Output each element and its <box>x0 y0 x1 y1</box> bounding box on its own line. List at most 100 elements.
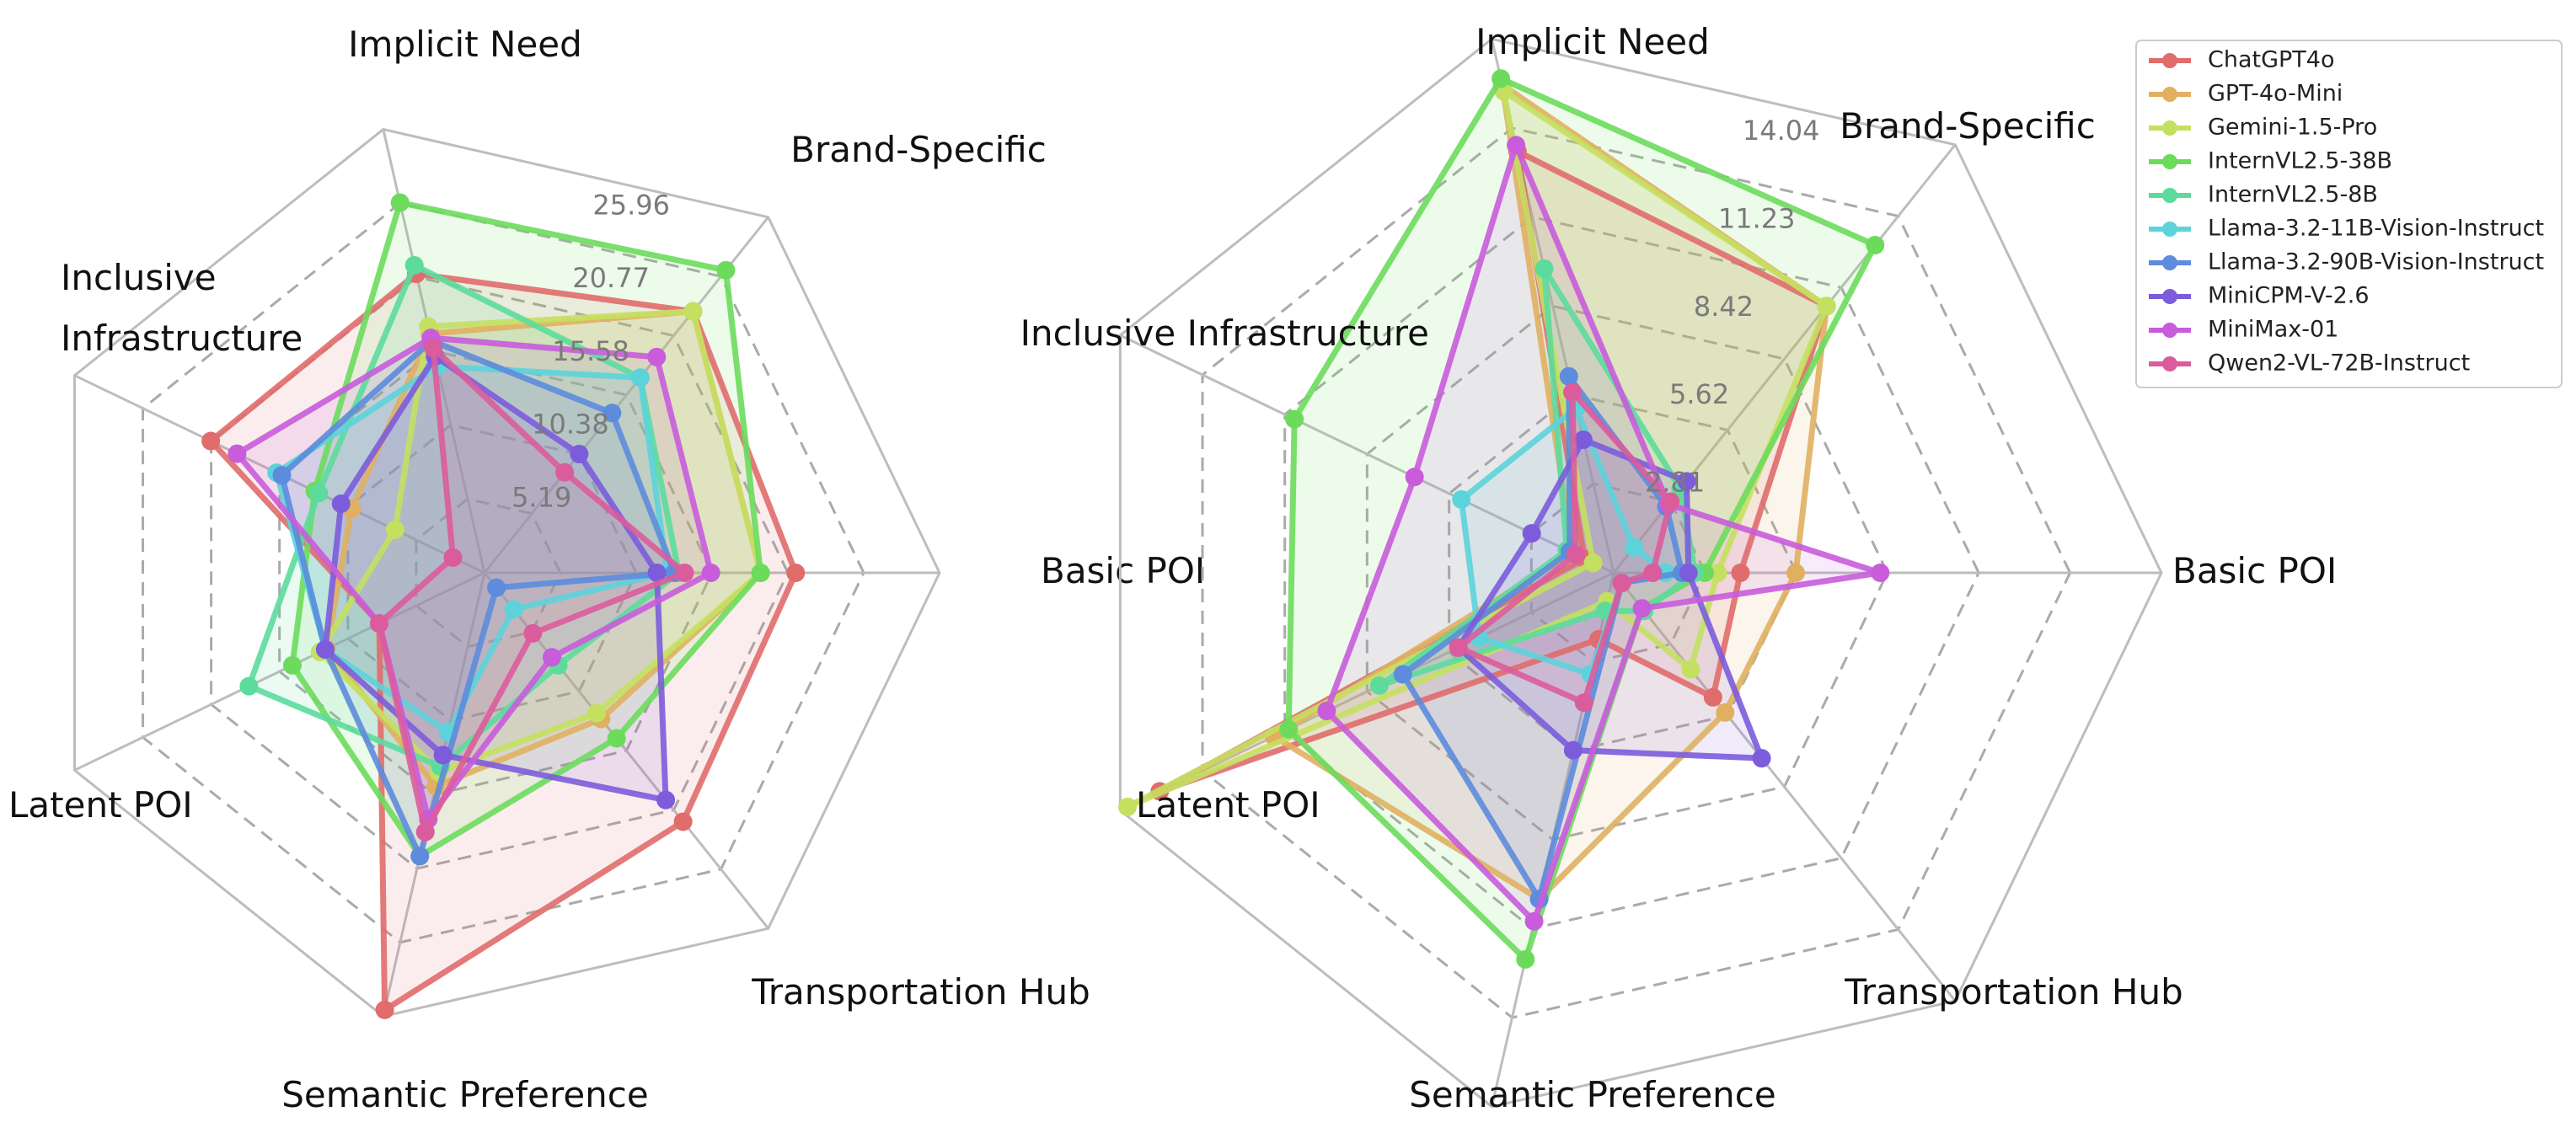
data-point <box>228 444 247 463</box>
grid-ring <box>1365 304 1889 842</box>
series-line <box>233 334 715 822</box>
data-point <box>201 431 221 451</box>
axis-labels: Basic POI Brand-Specific Implicit Need Incl… <box>1020 21 2338 1115</box>
series-line <box>245 262 683 770</box>
legend-entry-internvl2-5-8b: InternVL2.5-8B <box>2149 182 2378 208</box>
data-point <box>1516 949 1535 969</box>
tick-label: 2.81 <box>1645 467 1705 499</box>
data-point <box>1817 297 1836 316</box>
data-point <box>1681 660 1700 679</box>
data-point <box>390 193 410 212</box>
data-point <box>683 302 703 321</box>
series-area-gemini-1-5-pro <box>1127 91 1827 807</box>
grid-ring <box>1283 216 1980 930</box>
axis-label-transportation-hub: Transportation Hub <box>1844 971 2182 1013</box>
legend-marker <box>2162 188 2177 203</box>
data-point <box>1563 740 1583 760</box>
tick-label: 25.96 <box>592 189 670 221</box>
legend-marker <box>2162 154 2177 169</box>
legend-marker <box>2162 120 2177 136</box>
data-point <box>675 564 694 582</box>
data-point <box>1452 489 1471 509</box>
data-point <box>239 676 259 696</box>
series-minicpm-v-2-6 <box>316 347 676 810</box>
axis-label-latent-poi: Latent POI <box>8 784 193 826</box>
grid-ring <box>1201 126 2072 1019</box>
data-point <box>487 578 506 597</box>
grid-ring <box>278 350 714 796</box>
right-radar-chart: 2.81 5.62 8.42 11.23 14.04 Basic POI Brand-Spe… <box>1020 21 2338 1115</box>
legend-label: InternVL2.5-8B <box>2208 182 2378 208</box>
series-area-internvl2-5-38b <box>292 202 761 857</box>
legend-marker <box>2162 356 2177 371</box>
data-point <box>1752 749 1771 768</box>
axis-label-brand-specific: Brand-Specific <box>790 129 1047 170</box>
legend-label: Gemini-1.5-Pro <box>2208 115 2377 141</box>
data-point <box>673 812 693 831</box>
axis-label-basic-poi: Basic POI <box>1041 550 1205 591</box>
legend-entry-gemini-1-5-pro: Gemini-1.5-Pro <box>2149 115 2377 141</box>
legend-entry-gpt-4o-mini: GPT-4o-Mini <box>2149 81 2343 107</box>
axis-label-semantic-preference: Semantic Preference <box>281 1074 648 1115</box>
tick-label: 15.58 <box>552 335 629 367</box>
series-line <box>1455 389 1674 706</box>
series-line <box>1455 436 1765 762</box>
legend-entry-llama-3-2-11b-vision-instruct: Llama-3.2-11B-Vision-Instruct <box>2149 216 2544 242</box>
data-point <box>309 484 329 503</box>
data-point <box>1661 492 1680 511</box>
data-point <box>1563 382 1583 402</box>
data-point <box>1679 564 1698 582</box>
series-line <box>1323 142 1883 925</box>
data-point <box>607 729 626 748</box>
legend-label: ChatGPT4o <box>2208 47 2335 73</box>
spoke-line <box>1612 572 1957 1002</box>
axis-label-basic-poi: Basic POI <box>2172 550 2337 591</box>
legend-marker <box>2162 87 2177 102</box>
legend-entry-qwen2-vl-72b-instruct: Qwen2-VL-72B-Instruct <box>2149 350 2470 377</box>
series-qwen2-vl-72b-instruct <box>1449 382 1680 713</box>
data-point <box>1786 564 1806 582</box>
data-point <box>1871 564 1890 582</box>
data-point <box>630 368 650 387</box>
data-point <box>316 640 335 660</box>
data-point <box>1405 468 1424 487</box>
data-point <box>433 746 453 765</box>
data-point <box>1285 409 1304 429</box>
data-point <box>1716 703 1735 722</box>
legend-entry-minicpm-v-2-6: MiniCPM-V-2.6 <box>2149 283 2370 309</box>
series-area-minicpm-v-2-6 <box>325 356 667 800</box>
grid-ring <box>1448 393 1798 752</box>
series-line <box>317 308 764 776</box>
legend-entry-chatgpt4o: ChatGPT4o <box>2149 47 2335 73</box>
data-point <box>1677 472 1696 491</box>
axis-label-inclusive-infrastructure: Inclusive Infrastructure <box>61 257 303 359</box>
axis-label-transportation-hub: Transportation Hub <box>751 971 1090 1013</box>
data-point <box>1279 719 1299 739</box>
data-point <box>1643 564 1663 582</box>
data-point <box>1583 553 1603 573</box>
data-point <box>410 847 430 866</box>
legend-entry-minimax-01: MiniMax-01 <box>2149 317 2338 343</box>
series-area-qwen2-vl-72b-instruct <box>379 347 685 832</box>
data-point <box>1703 687 1722 707</box>
data-point <box>1369 676 1389 695</box>
spoke-line <box>73 571 485 772</box>
data-point <box>523 623 543 643</box>
data-point <box>370 614 389 633</box>
tick-label: 5.62 <box>1669 378 1729 410</box>
legend-label: Llama-3.2-90B-Vision-Instruct <box>2208 249 2544 275</box>
axis-labels: Basic POI Brand-Specific Implicit Need Incl… <box>8 24 1205 1115</box>
data-point <box>443 548 463 567</box>
legend: ChatGPT4o GPT-4o-Mini Gemini-1.5-Pro Intern… <box>2135 40 2563 388</box>
grid-rings <box>72 127 941 1018</box>
data-point <box>1393 665 1412 684</box>
data-point <box>1574 693 1593 713</box>
data-point <box>1524 911 1544 931</box>
series-line <box>376 345 688 836</box>
tick-labels: 2.81 5.62 8.42 11.23 14.04 <box>1645 115 1819 498</box>
data-point <box>404 255 424 275</box>
data-point <box>1731 564 1750 582</box>
data-point <box>415 822 435 842</box>
data-point <box>1317 702 1336 721</box>
legend-marker <box>2162 222 2177 237</box>
